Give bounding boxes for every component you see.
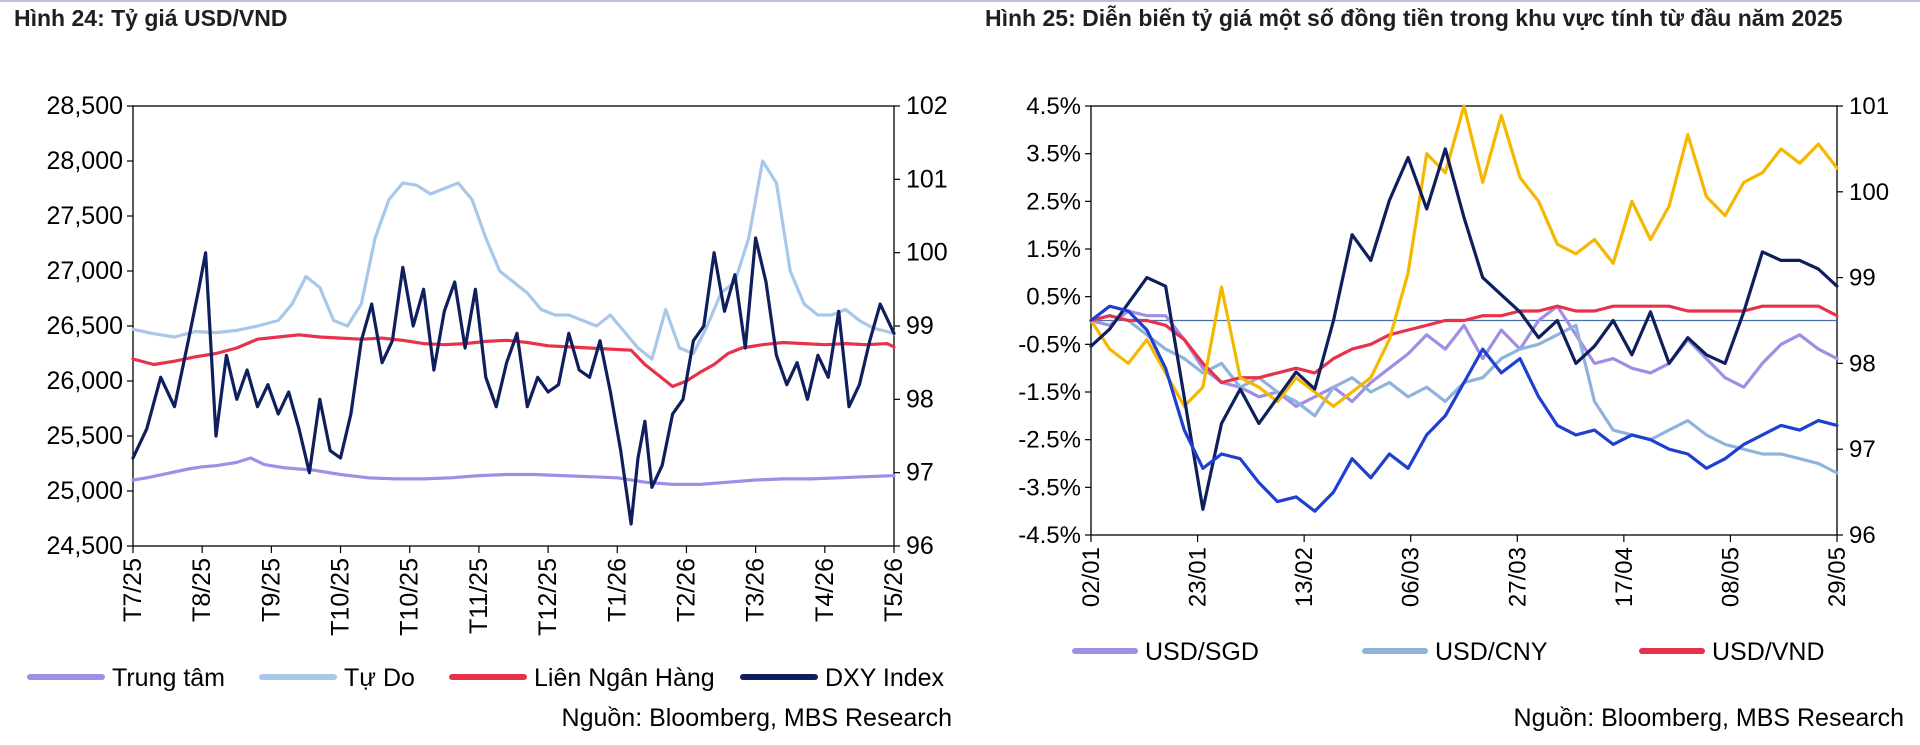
y-right-tick-label: 98 (906, 385, 934, 413)
y-right-tick-label: 96 (1849, 522, 1876, 549)
x-tick-label: 13/02 (1291, 547, 1318, 607)
x-tick-label: 23/01 (1185, 547, 1212, 607)
y-left-tick-label: 2.5% (1026, 188, 1081, 215)
y-left-tick-label: 25,500 (47, 422, 123, 450)
y-left-tick-label: -2.5% (1018, 427, 1081, 454)
x-tick-label: T1/26 (603, 558, 631, 622)
series-unlabeled-3-line (1089, 104, 1839, 408)
x-tick-label: 02/01 (1078, 547, 1105, 607)
figure-24-title: Hình 24: Tỷ giá USD/VND (14, 5, 288, 31)
y-right-tick-label: 101 (906, 165, 948, 193)
x-tick-label: T10/25 (327, 558, 355, 636)
regional-fx-chart: 4.5% 3.5% 2.5% 1.5% 0.5% -0.5% -1.5% -2.5% -3.5%… (1018, 93, 1889, 666)
legend-label: USD/VND (1712, 638, 1825, 666)
x-tick-label: 06/03 (1398, 547, 1425, 607)
y-right-tick-label: 96 (906, 532, 934, 560)
y-right-tick-label: 100 (1849, 179, 1889, 206)
legend-label: USD/CNY (1435, 638, 1548, 666)
y-left-tick-label: 1.5% (1026, 236, 1081, 263)
x-tick-label: 08/05 (1717, 547, 1744, 607)
y-left-tick-label: 4.5% (1026, 93, 1081, 120)
y-left-tick-label: 27,500 (47, 202, 123, 230)
series-usd-vnd-line (1089, 304, 1839, 385)
y-right-tick-label: 101 (1849, 93, 1889, 120)
legend-label: USD/SGD (1145, 638, 1259, 666)
figure-25: Hình 25: Diễn biến tỷ giá một số đồng ti… (985, 0, 1920, 745)
y-left-tick-label: 27,000 (47, 257, 123, 285)
y-left-tick-label: 28,000 (47, 147, 123, 175)
x-tick-label: T7/25 (119, 558, 147, 622)
legend-label: DXY Index (825, 664, 945, 692)
figure-25-title: Hình 25: Diễn biến tỷ giá một số đồng ti… (985, 5, 1843, 31)
series-li-n-ng-n-h-ng-line (131, 333, 896, 389)
y-left-tick-label: 28,500 (47, 92, 123, 120)
series-usd-cny-line (1089, 314, 1839, 475)
y-left-tick-label: -4.5% (1018, 522, 1081, 549)
series-t-do-line (131, 159, 896, 361)
y-left-tick-label: 24,500 (47, 532, 123, 560)
legend-label: Liên Ngân Hàng (534, 664, 715, 692)
y-left-tick-label: 0.5% (1026, 284, 1081, 311)
y-left-tick-label: -0.5% (1018, 331, 1081, 358)
x-tick-label: T5/26 (880, 558, 908, 622)
x-tick-label: T4/26 (811, 558, 839, 622)
top-border (0, 0, 1920, 2)
y-left-tick-label: 25,000 (47, 477, 123, 505)
y-right-tick-label: 97 (1849, 436, 1876, 463)
x-tick-label: 27/03 (1504, 547, 1531, 607)
y-left-tick-label: -3.5% (1018, 474, 1081, 501)
y-left-tick-label: 3.5% (1026, 141, 1081, 168)
figure-24-source: Nguồn: Bloomberg, MBS Research (561, 704, 952, 732)
y-left-tick-label: 26,500 (47, 312, 123, 340)
x-tick-label: T12/25 (534, 558, 562, 636)
legend-label: Tự Do (344, 664, 415, 692)
y-right-tick-label: 97 (906, 459, 934, 487)
series-dxy-index-line (131, 236, 896, 526)
y-left-tick-label: 26,000 (47, 367, 123, 395)
y-right-tick-label: 102 (906, 92, 948, 120)
legend-label: Trung tâm (112, 664, 225, 692)
x-tick-label: 29/05 (1824, 547, 1851, 607)
y-right-tick-label: 99 (1849, 265, 1876, 292)
x-tick-label: T10/25 (396, 558, 424, 636)
x-tick-label: T3/26 (742, 558, 770, 622)
series-unlabeled-4-line (1089, 147, 1839, 511)
figure-25-source: Nguồn: Bloomberg, MBS Research (1513, 704, 1904, 732)
usd-vnd-chart: 28,500 28,000 27,500 27,000 26,500 26,000 25,5… (27, 92, 948, 692)
x-tick-label: T9/25 (257, 558, 285, 622)
x-tick-label: T11/25 (465, 558, 493, 634)
x-tick-label: T2/26 (672, 558, 700, 622)
figure-24: Hình 24: Tỷ giá USD/VND 28,500 28,000 27,5… (14, 5, 952, 732)
y-right-tick-label: 99 (906, 312, 934, 340)
x-tick-label: 17/04 (1611, 547, 1638, 607)
y-right-tick-label: 98 (1849, 350, 1876, 377)
x-tick-label: T8/25 (188, 558, 216, 622)
y-right-tick-label: 100 (906, 239, 948, 267)
series-unlabeled-5-line (1089, 304, 1839, 513)
y-left-tick-label: -1.5% (1018, 379, 1081, 406)
series-trung-t-m-line (131, 456, 896, 486)
